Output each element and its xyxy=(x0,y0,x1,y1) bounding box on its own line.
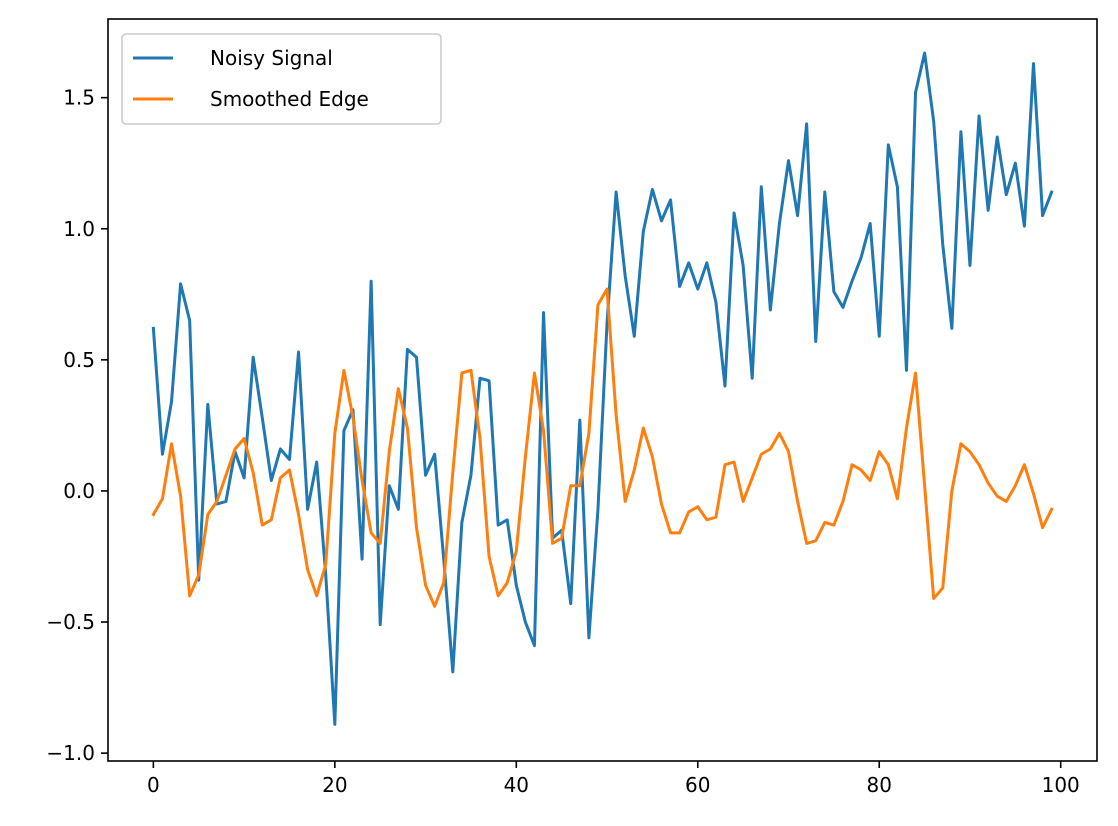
x-tick-label: 40 xyxy=(504,773,529,797)
legend-frame xyxy=(121,33,442,125)
y-tick-label: 0.5 xyxy=(63,348,95,372)
legend-label-smoothed-edge: Smoothed Edge xyxy=(210,87,369,111)
y-tick-label: −1.0 xyxy=(46,741,95,765)
x-tick-label: 60 xyxy=(685,773,710,797)
y-tick-label: −0.5 xyxy=(46,610,95,634)
series-layer xyxy=(151,51,1054,726)
legend: Noisy Signal Smoothed Edge xyxy=(121,33,442,125)
series-line-smoothed-edge xyxy=(151,287,1054,608)
plot-frame xyxy=(107,18,1098,762)
x-tick-label: 20 xyxy=(322,773,347,797)
y-tick-label: 1.5 xyxy=(63,86,95,110)
x-axis: 0 20 40 60 80 100 xyxy=(147,761,1080,797)
x-tick-label: 0 xyxy=(147,773,160,797)
series-line-noisy-signal xyxy=(151,51,1054,726)
x-tick-label: 100 xyxy=(1042,773,1080,797)
y-tick-label: 0.0 xyxy=(63,479,95,503)
x-tick-label: 80 xyxy=(867,773,892,797)
y-axis: −1.0 −0.5 0.0 0.5 1.0 1.5 xyxy=(46,86,108,765)
y-tick-label: 1.0 xyxy=(63,217,95,241)
legend-label-noisy-signal: Noisy Signal xyxy=(210,46,333,70)
